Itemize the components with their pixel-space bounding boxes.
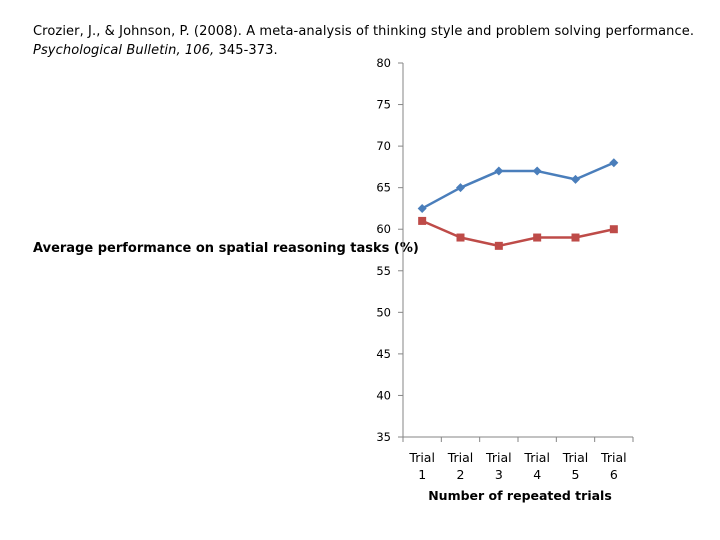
y-tick-label: 70 — [376, 139, 391, 153]
series-1-point — [532, 166, 542, 176]
x-tick-label: Trial — [408, 450, 435, 465]
x-axis-title: Number of repeated trials — [428, 488, 612, 503]
citation-pages: 345-373. — [214, 43, 278, 58]
series-2-point — [609, 225, 618, 234]
y-tick-label: 55 — [376, 264, 391, 278]
y-tick-label: 80 — [376, 56, 391, 70]
x-tick-label: 1 — [418, 467, 426, 482]
series-1-point — [494, 166, 504, 176]
x-tick-label: Trial — [562, 450, 589, 465]
x-tick-label: 4 — [533, 467, 541, 482]
series-1-line — [421, 161, 615, 210]
series-2-point — [533, 233, 542, 242]
x-tick-label: 6 — [610, 467, 618, 482]
y-tick-label: 50 — [376, 305, 391, 319]
x-tick-label: Trial — [600, 450, 627, 465]
y-axis-ticks: 35 40 45 50 55 60 65 70 75 80 — [376, 56, 403, 444]
x-tick-label: Trial — [447, 450, 474, 465]
y-tick-label: 75 — [376, 98, 391, 112]
series-1-point — [609, 158, 619, 168]
x-tick-label: Trial — [523, 450, 550, 465]
y-tick-label: 60 — [376, 222, 391, 236]
y-tick-label: 45 — [376, 347, 391, 361]
chart-series — [417, 158, 619, 250]
y-tick-label: 35 — [376, 430, 391, 444]
series-2-line — [421, 219, 615, 248]
x-tick-label: 5 — [572, 467, 580, 482]
series-1-point — [456, 183, 465, 193]
series-1-point — [417, 203, 427, 213]
citation-line-2: Psychological Bulletin, 106, 345-373. — [33, 41, 713, 60]
y-tick-label: 40 — [376, 388, 391, 402]
y-tick-label: 65 — [376, 181, 391, 195]
x-tick-label: Trial — [485, 450, 512, 465]
y-axis-title: Average performance on spatial reasoning… — [33, 241, 419, 256]
x-tick-label: 2 — [457, 467, 465, 482]
citation: Crozier, J., & Johnson, P. (2008). A met… — [33, 22, 713, 60]
series-1-point — [571, 174, 580, 184]
x-axis-ticks: Trial 1 Trial 2 Trial 3 Trial 4 Trial 5 Trial 6 — [402, 437, 634, 482]
series-2-point — [494, 241, 503, 250]
x-tick-label: 3 — [495, 467, 503, 482]
series-2-point — [571, 233, 580, 242]
series-2-point — [456, 233, 465, 242]
chart-axes — [402, 63, 633, 438]
series-2-point — [418, 216, 427, 225]
citation-journal: Psychological Bulletin, 106, — [33, 43, 215, 58]
citation-line-1: Crozier, J., & Johnson, P. (2008). A met… — [33, 24, 695, 39]
